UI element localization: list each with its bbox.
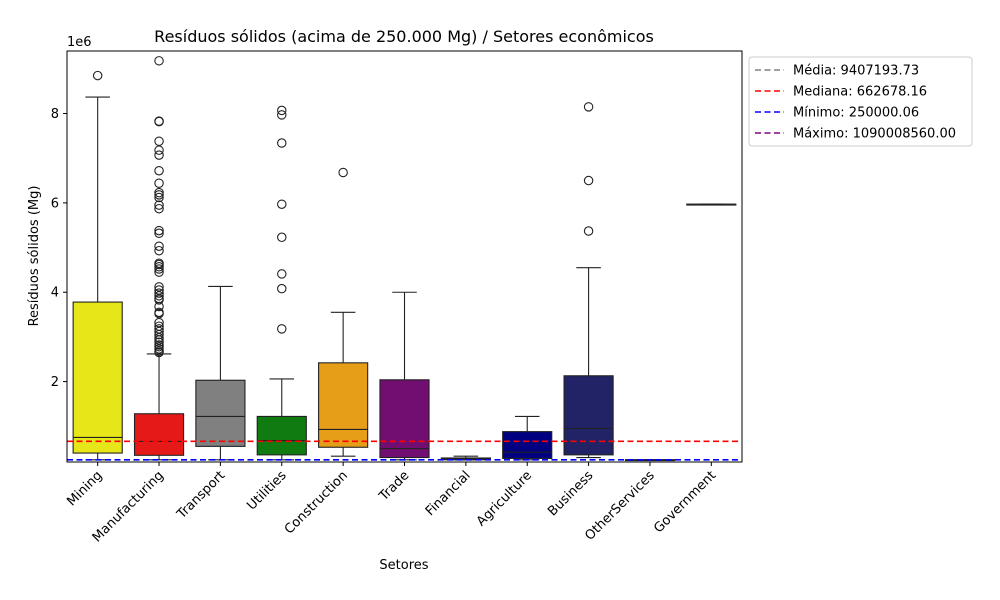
outlier-point <box>277 110 287 120</box>
outlier-point <box>154 288 164 298</box>
outlier-point <box>583 226 594 236</box>
box-business <box>563 102 614 459</box>
x-tick-label: Mining <box>64 468 105 509</box>
outlier-point <box>92 70 103 81</box>
legend-label: Média: 9407193.73 <box>793 64 919 79</box>
outlier-point <box>154 187 164 198</box>
outlier-point <box>277 199 287 209</box>
outlier-point <box>583 102 594 112</box>
y-tick-label: 8 <box>51 107 59 122</box>
outlier-point <box>154 241 164 251</box>
box-iqr <box>72 301 123 454</box>
outlier-point <box>154 262 164 272</box>
outlier-point <box>583 175 594 186</box>
box-iqr <box>256 415 307 456</box>
legend-frame <box>748 56 973 147</box>
box-manufacturing <box>133 56 185 461</box>
outlier-point <box>154 264 164 274</box>
x-tick-label: Financial <box>423 468 474 519</box>
outlier-point <box>277 105 287 116</box>
outlier-point <box>277 232 287 243</box>
outlier-point <box>154 200 164 210</box>
outlier-point <box>154 291 164 301</box>
x-tick-label: Government <box>651 468 719 536</box>
legend-label: Máximo: 1090008560.00 <box>793 127 956 142</box>
outlier-point <box>154 203 164 214</box>
outlier-point <box>154 145 164 155</box>
outlier-point <box>154 56 164 66</box>
outlier-point <box>154 225 164 236</box>
outlier-point <box>154 341 164 352</box>
outlier-point <box>154 267 164 277</box>
box-iqr <box>502 431 553 459</box>
box-iqr <box>563 375 614 456</box>
outlier-point <box>154 301 164 312</box>
outlier-point <box>154 344 164 354</box>
legend-items: Média: 9407193.73 Mediana: 662678.16 Mínim… <box>755 64 956 142</box>
legend-label: Mínimo: 250000.06 <box>793 106 919 121</box>
y-tick-label: 2 <box>51 375 59 390</box>
outlier-point <box>154 245 164 256</box>
x-tick-label: Transport <box>174 468 228 522</box>
box-government <box>686 203 737 206</box>
box-transport <box>195 285 246 461</box>
box-trade <box>379 291 430 461</box>
outlier-point <box>154 150 164 160</box>
x-tick-label: Agriculture <box>474 468 535 529</box>
x-axis-label: Setores <box>379 558 428 573</box>
legend: Média: 9407193.73 Mediana: 662678.16 Mínim… <box>748 56 973 147</box>
outlier-point <box>277 324 287 334</box>
y-axis-label: Resíduos sólidos (Mg) <box>27 186 42 327</box>
y-offset-label: 1e6 <box>67 35 92 50</box>
outlier-point <box>154 259 164 270</box>
outlier-point <box>154 228 164 239</box>
outlier-point <box>154 116 164 126</box>
outlier-point <box>154 165 164 176</box>
box-iqr <box>318 362 369 448</box>
box-utilities <box>256 105 307 461</box>
chart-title: Resíduos sólidos (acima de 250.000 Mg) /… <box>154 27 654 46</box>
legend-label: Mediana: 662678.16 <box>793 85 927 100</box>
box-iqr <box>195 379 246 447</box>
outlier-point <box>154 295 164 305</box>
x-tick-label: Construction <box>282 468 351 537</box>
outlier-point <box>154 178 164 188</box>
outlier-point <box>154 347 164 358</box>
outlier-point <box>154 190 164 200</box>
box-construction <box>318 167 369 457</box>
outlier-point <box>277 283 287 294</box>
x-tick-label: Business <box>545 468 596 519</box>
outlier-point <box>277 138 287 148</box>
box-iqr <box>379 379 430 459</box>
y-tick-label: 4 <box>51 286 59 301</box>
outlier-point <box>338 167 348 178</box>
outlier-point <box>277 269 287 279</box>
outlier-point <box>154 192 164 203</box>
x-tick-label: Trade <box>376 468 412 504</box>
box-agriculture <box>502 415 553 461</box>
outlier-point <box>154 329 164 340</box>
y-tick-label: 6 <box>51 196 59 211</box>
box-iqr <box>133 413 185 456</box>
box-mining <box>72 70 123 461</box>
x-tick-label: Utilities <box>244 468 289 513</box>
outlier-point <box>154 136 164 146</box>
